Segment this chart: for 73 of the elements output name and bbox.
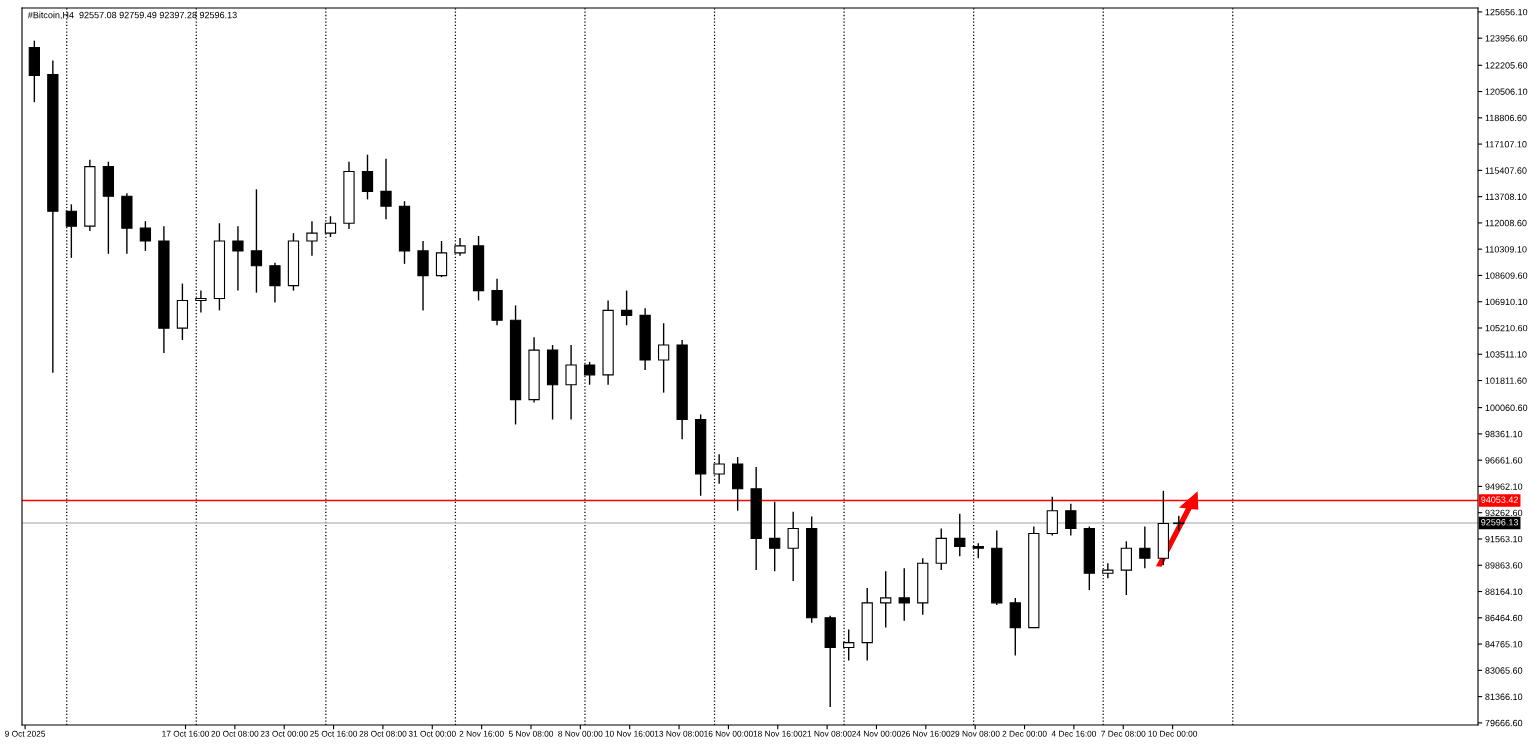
y-tick-label: 88164.10: [1485, 588, 1523, 595]
candlestick: [380, 158, 392, 220]
y-tick-label: 112008.60: [1485, 219, 1527, 227]
y-tick-label: 83065.60: [1485, 667, 1523, 674]
y-tick-label: 106910.10: [1485, 298, 1528, 306]
ref-line-label: 92596.13: [1481, 519, 1519, 526]
y-tick-label: 89863.60: [1485, 562, 1523, 569]
y-tick-label: 100060.60: [1485, 404, 1528, 411]
x-tick-label: 26 Nov 16:00: [901, 730, 951, 737]
y-tick-label: 86464.60: [1485, 614, 1523, 622]
y-tick-label: 96661.60: [1485, 457, 1523, 464]
candlestick: [361, 154, 374, 201]
y-tick-label: 91563.10: [1485, 535, 1523, 543]
candlestick: [880, 570, 892, 629]
candlestick: [954, 512, 966, 558]
x-tick-label: 5 Nov 08:00: [508, 730, 554, 737]
y-tick-label: 117107.10: [1485, 141, 1527, 148]
candlestick: [1120, 540, 1132, 596]
candlestick: [898, 567, 910, 622]
x-tick-label: 31 Oct 00:00: [408, 730, 456, 737]
y-tick-label: 101811.60: [1485, 377, 1527, 384]
candlestick: [787, 510, 799, 582]
x-tick-label: 8 Nov 00:00: [558, 730, 603, 737]
x-tick-label: 18 Nov 16:00: [753, 730, 803, 737]
y-tick-label: 103511.10: [1485, 351, 1527, 358]
x-tick-label: 7 Dec 08:00: [1101, 730, 1146, 737]
candlestick: [269, 262, 281, 304]
candlestick: [232, 225, 244, 292]
candlestick: [565, 344, 577, 421]
x-tick-label: 10 Dec 00:00: [1148, 730, 1198, 737]
candlestick: [250, 188, 263, 294]
x-tick-label: 29 Nov 08:00: [950, 730, 1000, 737]
candlestick: [306, 220, 318, 257]
y-tick-label: 118806.60: [1485, 114, 1527, 122]
candlestick: [620, 289, 633, 326]
x-tick-label: 9 Oct 2025: [5, 730, 46, 737]
candlestick: [1046, 496, 1058, 537]
y-tick-label: 113708.10: [1485, 193, 1527, 200]
y-tick-label: 123956.60: [1485, 35, 1528, 42]
candlestick: [139, 220, 152, 252]
x-tick-label: 2 Nov 16:00: [459, 730, 504, 737]
chart-title: #Bitcoin,H4 92557.08 92759.49 92397.28 92596.13: [27, 11, 237, 20]
y-tick-label: 110309.10: [1485, 246, 1527, 253]
x-tick-label: 13 Nov 08:00: [654, 730, 704, 737]
candlestick: [435, 240, 448, 278]
x-tick-label: 4 Dec 16:00: [1051, 730, 1097, 737]
y-tick-label: 115407.60: [1485, 167, 1527, 174]
y-tick-label: 84765.10: [1485, 641, 1523, 648]
y-tick-label: 93262.60: [1485, 509, 1523, 517]
y-tick-label: 79666.60: [1485, 719, 1523, 727]
x-tick-label: 16 Nov 00:00: [704, 730, 753, 737]
x-tick-label: 24 Nov 00:00: [852, 730, 901, 737]
ref-line-label: 94053.42: [1481, 496, 1518, 503]
y-tick-label: 94962.10: [1485, 483, 1523, 490]
candlestick: [1065, 503, 1077, 537]
y-tick-label: 122205.60: [1485, 62, 1528, 69]
y-tick-label: 108609.60: [1485, 272, 1528, 279]
candlestick: [657, 322, 670, 394]
y-tick-label: 125656.10: [1485, 8, 1528, 16]
x-tick-label: 2 Dec 00:00: [1002, 730, 1047, 737]
x-tick-label: 28 Oct 08:00: [359, 730, 407, 737]
candlestick: [1139, 525, 1151, 569]
candlestick: [769, 501, 781, 572]
y-tick-label: 98361.10: [1485, 430, 1523, 438]
y-tick-label: 120506.10: [1485, 88, 1528, 95]
x-tick-label: 17 Oct 16:00: [162, 730, 210, 737]
y-tick-label: 81366.10: [1485, 693, 1523, 700]
x-tick-label: 10 Nov 16:00: [605, 730, 655, 737]
y-tick-label: 105210.60: [1485, 324, 1528, 332]
x-tick-label: 21 Nov 08:00: [802, 730, 852, 737]
x-tick-label: 23 Oct 00:00: [260, 730, 308, 737]
x-tick-label: 25 Oct 16:00: [310, 730, 358, 737]
x-tick-label: 20 Oct 08:00: [211, 730, 259, 737]
